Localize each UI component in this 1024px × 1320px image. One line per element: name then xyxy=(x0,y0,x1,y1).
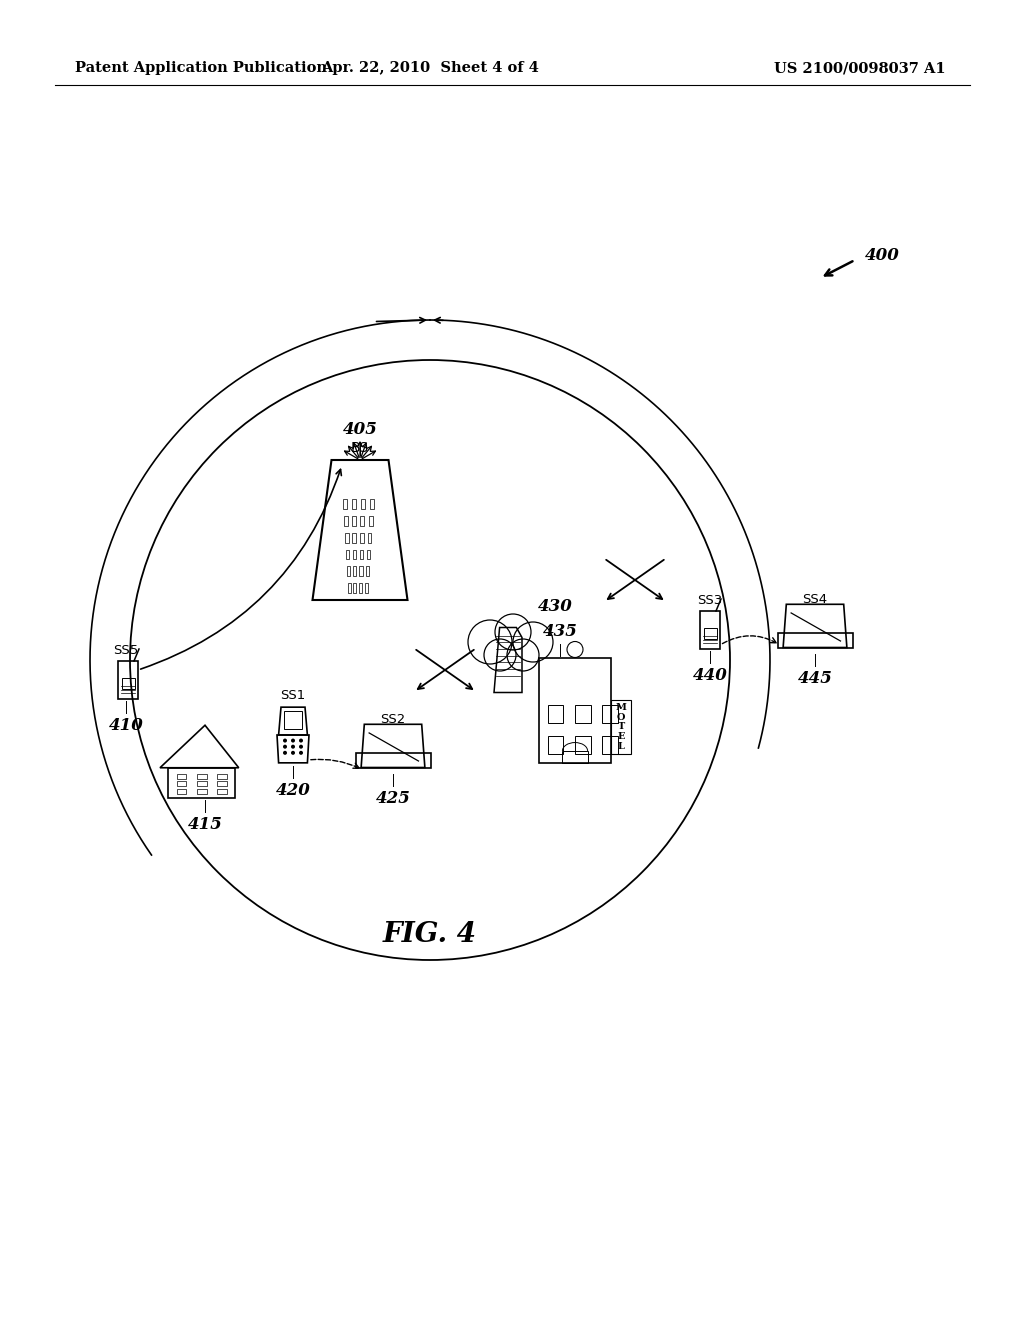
Text: 415: 415 xyxy=(187,816,222,833)
Text: 400: 400 xyxy=(865,247,900,264)
Text: US 2100/0098037 A1: US 2100/0098037 A1 xyxy=(774,61,946,75)
Circle shape xyxy=(299,739,303,743)
Circle shape xyxy=(291,744,295,748)
Circle shape xyxy=(291,751,295,755)
Circle shape xyxy=(283,744,287,748)
Text: M
O
T
E
L: M O T E L xyxy=(615,702,627,751)
Text: Patent Application Publication: Patent Application Publication xyxy=(75,61,327,75)
Text: 420: 420 xyxy=(275,781,310,799)
Text: 410: 410 xyxy=(109,717,143,734)
Circle shape xyxy=(283,751,287,755)
Text: SS1: SS1 xyxy=(281,689,305,702)
Text: 430: 430 xyxy=(538,598,572,615)
Text: SS2: SS2 xyxy=(380,713,406,726)
Text: 440: 440 xyxy=(692,667,727,684)
Circle shape xyxy=(283,739,287,743)
Text: 445: 445 xyxy=(798,671,833,686)
Text: SS5: SS5 xyxy=(114,644,138,657)
Text: BS: BS xyxy=(351,441,369,455)
Text: 435: 435 xyxy=(543,623,578,640)
Text: SS3: SS3 xyxy=(697,594,723,607)
Circle shape xyxy=(291,739,295,743)
Text: 425: 425 xyxy=(376,789,411,807)
Text: FIG. 4: FIG. 4 xyxy=(383,921,477,949)
Text: 405: 405 xyxy=(343,421,378,438)
Circle shape xyxy=(299,751,303,755)
Text: SS4: SS4 xyxy=(803,593,827,606)
Text: Apr. 22, 2010  Sheet 4 of 4: Apr. 22, 2010 Sheet 4 of 4 xyxy=(322,61,539,75)
Circle shape xyxy=(299,744,303,748)
